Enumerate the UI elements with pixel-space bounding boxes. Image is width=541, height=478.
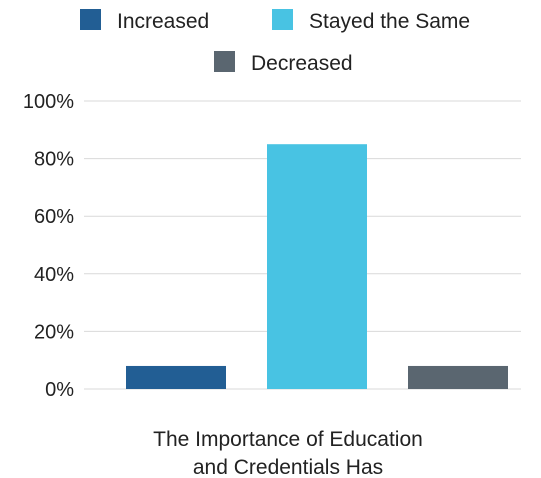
bar-stayed-the-same [267, 144, 367, 389]
x-axis-label-line: and Credentials Has [193, 456, 383, 478]
y-tick-label: 100% [23, 91, 74, 113]
legend-label: Increased [117, 10, 209, 33]
legend: Increased Stayed the Same Decreased [80, 9, 470, 75]
legend-swatch [214, 51, 235, 72]
legend-label: Decreased [251, 52, 353, 75]
y-tick-label: 0% [45, 379, 74, 401]
y-tick-label: 80% [34, 149, 74, 171]
y-tick-label: 40% [34, 264, 74, 286]
bar-increased [126, 365, 226, 389]
legend-swatch [272, 9, 293, 30]
x-axis-label-line: The Importance of Education [153, 428, 423, 451]
bar-decreased [408, 365, 508, 389]
y-tick-label: 20% [34, 321, 74, 343]
legend-label: Stayed the Same [309, 10, 470, 33]
x-axis-label: The Importance of Education and Credentia… [153, 428, 423, 478]
legend-swatch [80, 9, 101, 30]
y-axis-ticks: 0% 20% 40% 60% 80% 100% [23, 91, 74, 401]
y-tick-label: 60% [34, 206, 74, 228]
bars [126, 144, 508, 389]
